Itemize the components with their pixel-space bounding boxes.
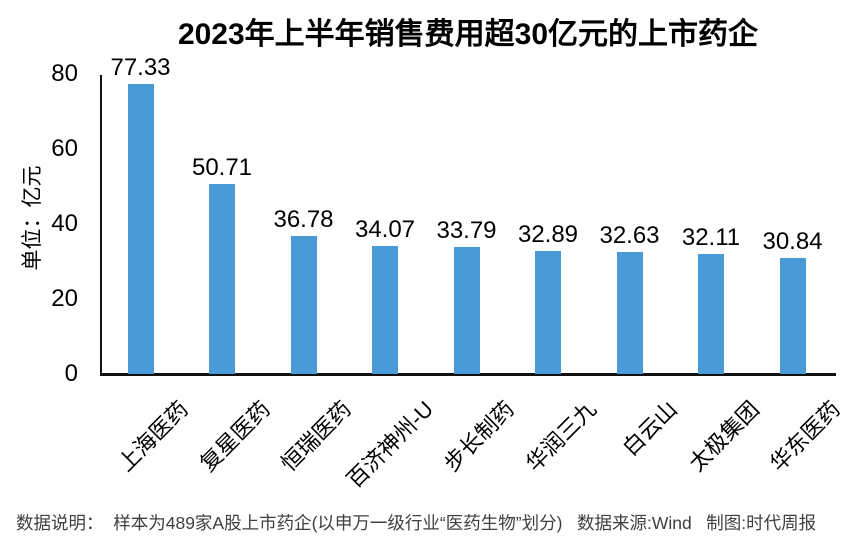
x-category-label: 太极集团 bbox=[684, 396, 764, 477]
bar bbox=[616, 251, 643, 374]
y-tick-label: 0 bbox=[64, 360, 78, 387]
bar-value-label: 30.84 bbox=[762, 228, 823, 256]
bar bbox=[779, 258, 806, 374]
bar-value-label: 32.11 bbox=[681, 223, 741, 251]
y-tick-label: 40 bbox=[51, 210, 78, 237]
y-axis-line bbox=[100, 75, 102, 376]
bar-value-label: 32.63 bbox=[599, 221, 660, 249]
bar bbox=[535, 250, 561, 374]
x-category-label: 复星医药 bbox=[195, 396, 275, 477]
bar bbox=[127, 84, 154, 374]
x-category-label: 华润三九 bbox=[521, 396, 601, 477]
x-category-label: 上海医药 bbox=[113, 396, 194, 477]
bar-value-label: 32.89 bbox=[517, 220, 579, 248]
bar-value-label: 33.79 bbox=[436, 217, 497, 245]
x-axis-line bbox=[100, 373, 836, 376]
x-category-label: 步长制药 bbox=[439, 396, 520, 477]
x-category-label: 恒瑞医药 bbox=[276, 396, 357, 477]
y-tick-label: 80 bbox=[51, 60, 78, 87]
bar-value-label: 34.07 bbox=[354, 216, 416, 244]
bar-value-label: 77.33 bbox=[110, 54, 171, 81]
x-category-label: 百济神州-U bbox=[341, 396, 438, 493]
x-category-label: 白云山 bbox=[618, 396, 683, 461]
bar bbox=[290, 236, 317, 374]
bar bbox=[209, 183, 235, 374]
y-tick-label: 20 bbox=[51, 285, 78, 312]
bar-value-label: 50.71 bbox=[191, 153, 253, 181]
bar-value-label: 36.78 bbox=[273, 206, 334, 234]
y-tick-label: 60 bbox=[51, 135, 78, 162]
bar bbox=[453, 247, 480, 374]
footnote: 数据说明： 样本为489家A股上市药企(以申万一级行业“医药生物”划分) 数据来… bbox=[16, 513, 817, 533]
chart-title: 2023年上半年销售费用超30亿元的上市药企 bbox=[177, 18, 759, 51]
x-category-label: 华东医药 bbox=[765, 396, 846, 477]
bar bbox=[698, 253, 724, 374]
bar bbox=[372, 246, 398, 374]
